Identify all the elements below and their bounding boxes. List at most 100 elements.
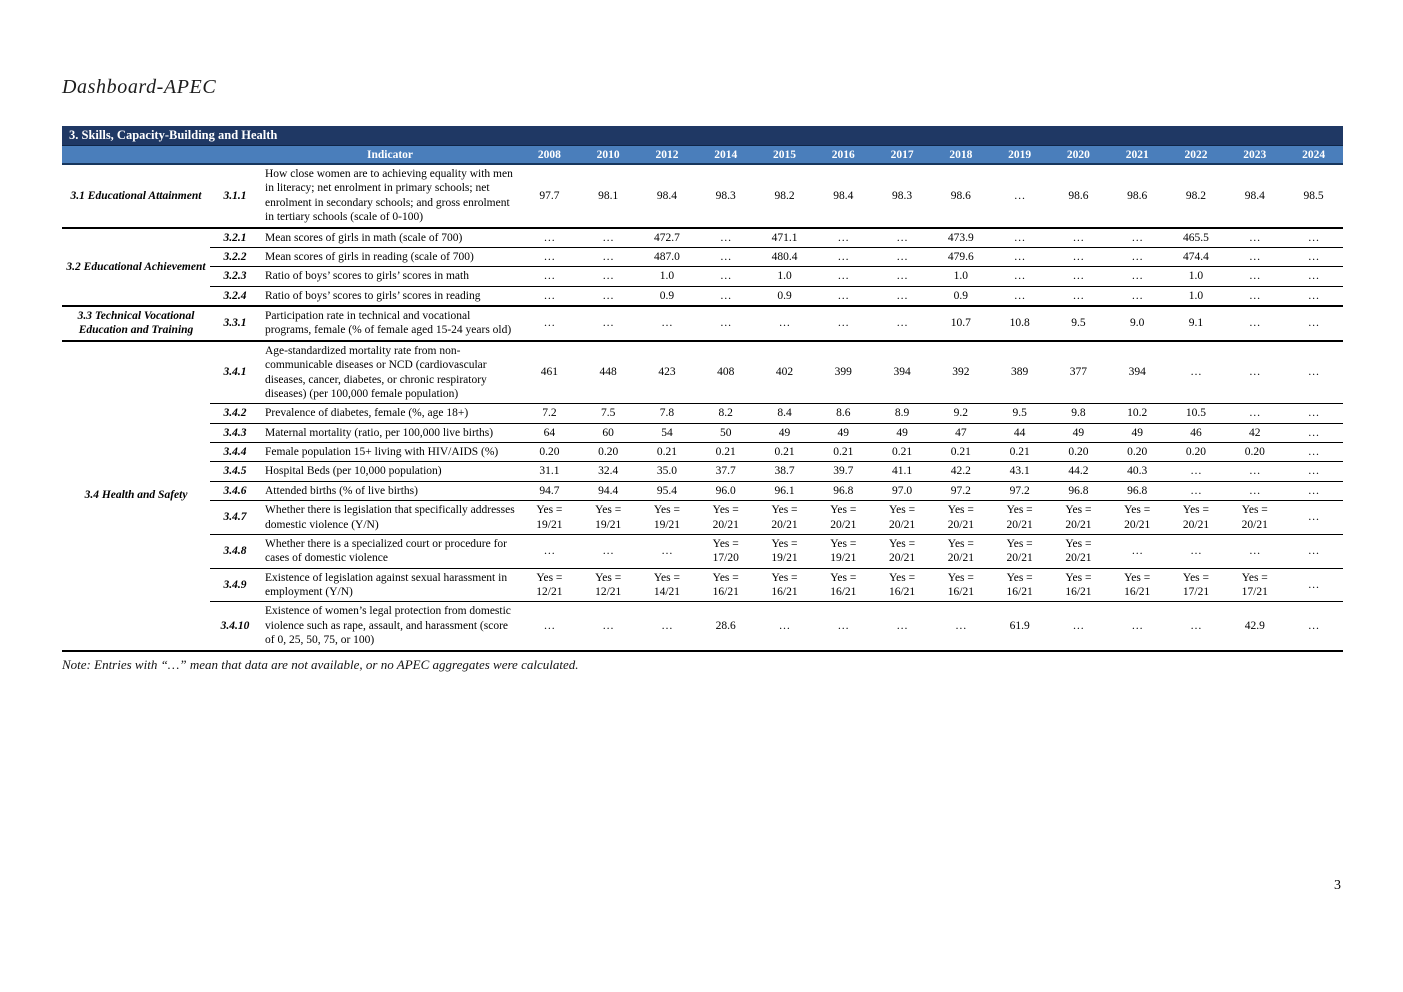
- value-cell: …: [1107, 286, 1167, 307]
- value-cell: 10.7: [931, 306, 991, 342]
- value-cell: 98.2: [755, 164, 814, 229]
- value-cell: 394: [872, 340, 932, 405]
- value-cell: …: [1166, 534, 1226, 569]
- value-cell: …: [1284, 461, 1343, 482]
- indicator-code: 3.4.4: [210, 442, 260, 463]
- value-cell: Yes = 16/21: [872, 568, 932, 603]
- value-cell: 41.1: [872, 461, 932, 482]
- value-cell: …: [696, 286, 756, 307]
- year-header: 2020: [1049, 145, 1108, 165]
- value-cell: …: [520, 306, 579, 342]
- value-cell: …: [578, 286, 638, 307]
- value-cell: 98.3: [696, 164, 756, 229]
- indicator-name: Whether there is legislation that specif…: [260, 500, 520, 535]
- value-cell: …: [1049, 286, 1108, 307]
- value-cell: 98.1: [578, 164, 638, 229]
- value-cell: …: [1049, 247, 1108, 268]
- indicator-row: 3.4.5 Hospital Beds (per 10,000 populatio…: [62, 461, 1343, 482]
- value-cell: …: [1284, 601, 1343, 652]
- value-cell: Yes = 20/21: [696, 500, 756, 535]
- year-header: 2008: [520, 145, 579, 165]
- value-cell: …: [813, 286, 873, 307]
- indicator-name: Prevalence of diabetes, female (%, age 1…: [260, 403, 520, 424]
- value-cell: …: [578, 601, 638, 652]
- year-header: 2014: [696, 145, 756, 165]
- value-cell: Yes = 16/21: [931, 568, 991, 603]
- value-cell: 42: [1225, 423, 1285, 444]
- value-cell: Yes = 16/21: [813, 568, 873, 603]
- indicator-row: 3.2 Educational Achievement 3.2.1 Mean sco…: [62, 227, 1343, 307]
- value-cell: 0.21: [931, 442, 991, 463]
- value-cell: …: [1284, 568, 1343, 603]
- value-cell: 7.5: [578, 403, 638, 424]
- indicator-code: 3.4.2: [210, 403, 260, 424]
- value-cell: 32.4: [578, 461, 638, 482]
- section-title: 3. Skills, Capacity-Building and Health: [62, 126, 1343, 146]
- value-cell: Yes = 19/21: [637, 500, 697, 535]
- value-cell: …: [578, 227, 638, 248]
- value-cell: …: [872, 247, 932, 268]
- value-cell: 472.7: [637, 227, 697, 248]
- indicator-code: 3.4.6: [210, 481, 260, 502]
- indicator-code: 3.4.7: [210, 500, 260, 535]
- indicator-column-header: Indicator: [260, 145, 520, 165]
- value-cell: Yes = 16/21: [755, 568, 814, 603]
- page-number: 3: [1334, 878, 1341, 893]
- year-header: 2015: [755, 145, 814, 165]
- value-cell: …: [696, 266, 756, 287]
- value-cell: 98.3: [872, 164, 932, 229]
- value-cell: 31.1: [520, 461, 579, 482]
- value-cell: …: [696, 247, 756, 268]
- indicator-row: 3.2.2 Mean scores of girls in reading (sc…: [62, 247, 1343, 268]
- value-cell: 97.7: [520, 164, 579, 229]
- indicator-name: Existence of legislation against sexual …: [260, 568, 520, 603]
- value-cell: Yes = 20/21: [1166, 500, 1226, 535]
- value-cell: …: [578, 534, 638, 569]
- indicator-row: 3.2.4 Ratio of boys’ scores to girls’ sco…: [62, 286, 1343, 307]
- value-cell: Yes = 20/21: [755, 500, 814, 535]
- document-title: Dashboard-APEC: [62, 76, 217, 98]
- value-cell: 7.8: [637, 403, 697, 424]
- value-cell: …: [1284, 266, 1343, 287]
- value-cell: …: [1225, 481, 1285, 502]
- value-cell: 0.20: [520, 442, 579, 463]
- value-cell: 1.0: [1166, 286, 1226, 307]
- year-header: 2016: [813, 145, 873, 165]
- value-cell: …: [872, 601, 932, 652]
- indicator-code: 3.2.1: [210, 227, 260, 248]
- value-cell: …: [1225, 306, 1285, 342]
- value-cell: …: [1225, 286, 1285, 307]
- value-cell: Yes = 16/21: [1049, 568, 1108, 603]
- value-cell: 97.2: [931, 481, 991, 502]
- value-cell: 10.5: [1166, 403, 1226, 424]
- section-title-row: 3. Skills, Capacity-Building and Health: [62, 126, 1343, 146]
- value-cell: Yes = 20/21: [1107, 500, 1167, 535]
- value-cell: …: [990, 247, 1050, 268]
- value-cell: …: [1107, 247, 1167, 268]
- value-cell: …: [637, 534, 697, 569]
- value-cell: Yes = 20/21: [990, 500, 1050, 535]
- value-cell: 9.8: [1049, 403, 1108, 424]
- value-cell: 96.8: [813, 481, 873, 502]
- indicator-row: 3.4.8 Whether there is a specialized cour…: [62, 534, 1343, 569]
- value-cell: 46: [1166, 423, 1226, 444]
- value-cell: 9.5: [1049, 306, 1108, 342]
- value-cell: 0.21: [755, 442, 814, 463]
- value-cell: …: [1284, 534, 1343, 569]
- value-cell: 402: [755, 340, 814, 405]
- value-cell: …: [1225, 340, 1285, 405]
- value-cell: …: [1225, 403, 1285, 424]
- indicator-name: Ratio of boys’ scores to girls’ scores i…: [260, 286, 520, 307]
- value-cell: 474.4: [1166, 247, 1226, 268]
- indicator-name: Female population 15+ living with HIV/AI…: [260, 442, 520, 463]
- indicator-row: 3.4.6 Attended births (% of live births) 9…: [62, 481, 1343, 502]
- value-cell: …: [637, 306, 697, 342]
- value-cell: 35.0: [637, 461, 697, 482]
- value-cell: 98.4: [1225, 164, 1285, 229]
- value-cell: …: [813, 247, 873, 268]
- value-cell: Yes = 20/21: [1049, 500, 1108, 535]
- indicator-row: 3.4.3 Maternal mortality (ratio, per 100,…: [62, 423, 1343, 444]
- value-cell: …: [520, 286, 579, 307]
- value-cell: …: [1049, 601, 1108, 652]
- indicator-code: 3.2.4: [210, 286, 260, 307]
